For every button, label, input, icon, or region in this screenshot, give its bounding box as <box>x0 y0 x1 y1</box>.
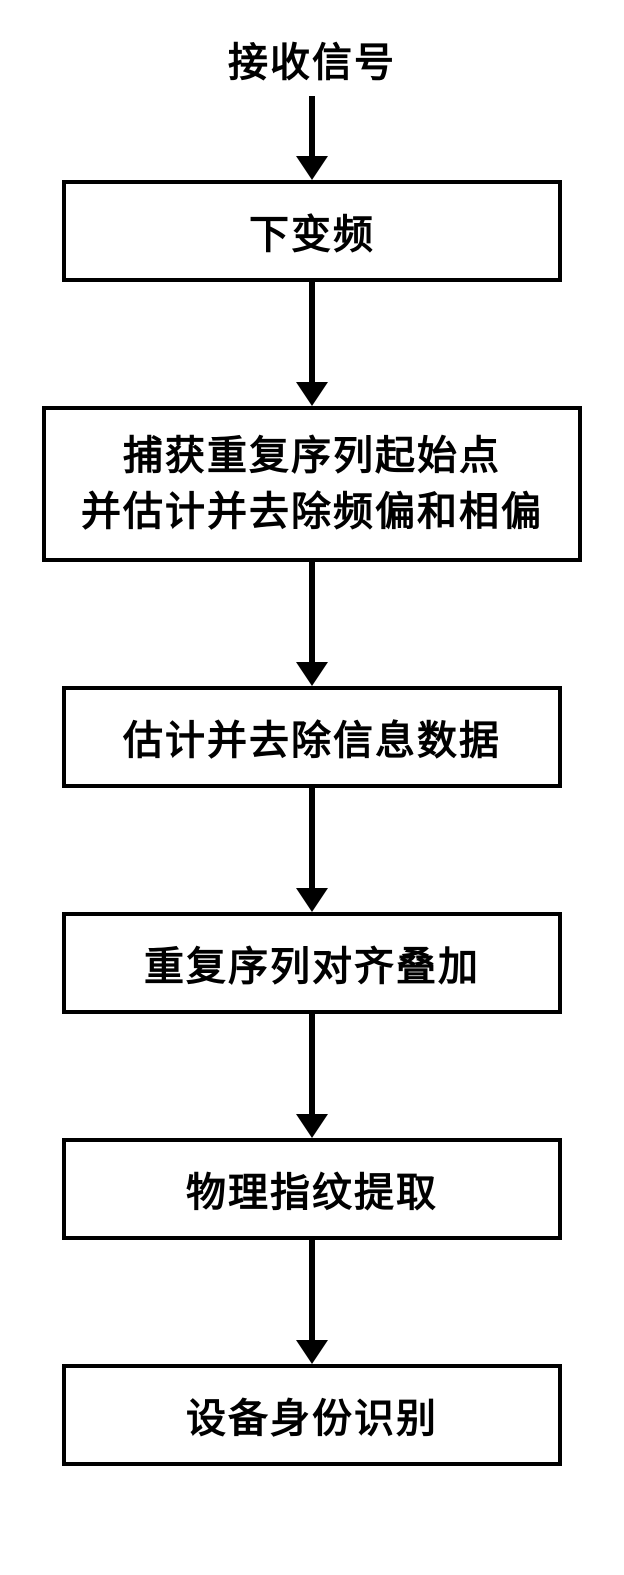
arrow-line <box>309 1014 315 1114</box>
arrow-line <box>309 788 315 888</box>
step-label: 估计并去除信息数据 <box>123 708 501 766</box>
arrow-line <box>309 562 315 662</box>
arrow-head <box>296 662 328 686</box>
step-label: 重复序列对齐叠加 <box>144 934 480 992</box>
arrow-line <box>309 282 315 382</box>
step-box-6: 设备身份识别 <box>62 1364 562 1466</box>
step-box-4: 重复序列对齐叠加 <box>62 912 562 1014</box>
arrow-head <box>296 1340 328 1364</box>
arrow-head <box>296 156 328 180</box>
arrow-line <box>309 1240 315 1340</box>
step-label: 捕获重复序列起始点 并估计并去除频偏和相偏 <box>81 428 543 540</box>
step-box-5: 物理指纹提取 <box>62 1138 562 1240</box>
arrow-3 <box>296 788 328 912</box>
step-box-1: 下变频 <box>62 180 562 282</box>
arrow-line <box>309 96 315 156</box>
arrow-1 <box>296 282 328 406</box>
step-box-2: 捕获重复序列起始点 并估计并去除频偏和相偏 <box>42 406 582 562</box>
arrow-head <box>296 382 328 406</box>
step-label: 设备身份识别 <box>186 1386 438 1444</box>
flowchart-container: 接收信号 下变频 捕获重复序列起始点 并估计并去除频偏和相偏 估计并去除信息数据… <box>42 30 582 1466</box>
step-box-3: 估计并去除信息数据 <box>62 686 562 788</box>
arrow-4 <box>296 1014 328 1138</box>
step-label: 下变频 <box>249 202 375 260</box>
arrow-0 <box>296 96 328 180</box>
arrow-2 <box>296 562 328 686</box>
start-label: 接收信号 <box>228 30 396 88</box>
arrow-head <box>296 1114 328 1138</box>
step-label: 物理指纹提取 <box>186 1160 438 1218</box>
arrow-5 <box>296 1240 328 1364</box>
arrow-head <box>296 888 328 912</box>
